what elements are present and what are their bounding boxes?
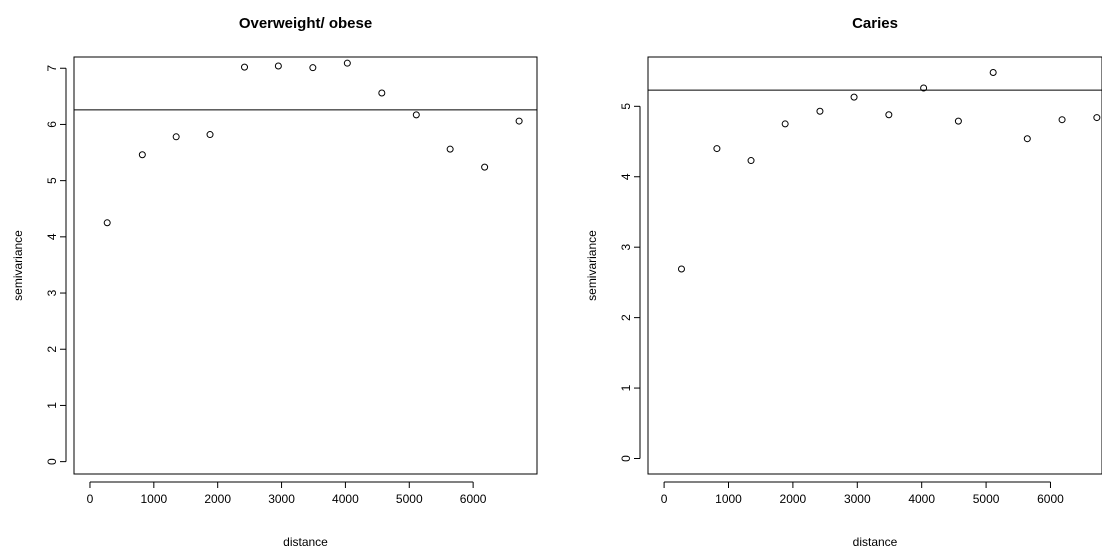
x-tick-label: 3000: [268, 492, 295, 506]
y-tick-label: 4: [619, 173, 633, 180]
data-point: [816, 107, 824, 115]
x-axis-label: distance: [853, 535, 898, 549]
y-tick-label: 1: [619, 384, 633, 391]
data-point: [1023, 135, 1031, 143]
data-point: [515, 117, 523, 125]
x-axis-label: distance: [283, 535, 328, 549]
data-point: [138, 151, 146, 159]
y-axis-label: semivariance: [585, 230, 599, 301]
data-point: [954, 117, 962, 125]
y-axis-label: semivariance: [11, 230, 25, 301]
chart-panel-2: Caries 0 1000 2000 3000 4000 5000 6000 distance 0…: [585, 15, 1102, 549]
plot-frame: [647, 56, 1102, 475]
y-tick-label: 2: [45, 346, 59, 353]
x-tick-label: 4000: [332, 492, 359, 506]
y-tick-label: 0: [45, 458, 59, 465]
data-point: [989, 68, 997, 76]
y-tick-label: 1: [45, 402, 59, 409]
x-tick-label: 1000: [140, 492, 167, 506]
y-tick-label: 4: [45, 233, 59, 240]
data-point: [309, 64, 317, 72]
y-tick-label: 3: [45, 289, 59, 296]
x-tick-label: 2000: [780, 492, 807, 506]
x-tick-label: 4000: [908, 492, 935, 506]
data-point: [343, 59, 351, 67]
data-point: [446, 145, 454, 153]
data-point: [1058, 116, 1066, 124]
data-point: [885, 111, 893, 119]
chart-title: Overweight/ obese: [239, 15, 372, 32]
x-tick-label: 6000: [1037, 492, 1064, 506]
y-tick-label: 2: [619, 314, 633, 321]
x-tick-label: 5000: [973, 492, 1000, 506]
data-point: [172, 133, 180, 141]
data-point: [850, 93, 858, 101]
data-point: [241, 63, 249, 71]
data-point: [920, 84, 928, 92]
x-tick-label: 5000: [396, 492, 423, 506]
chart-title: Caries: [852, 15, 898, 32]
y-tick-label: 5: [45, 177, 59, 184]
y-tick-label: 7: [45, 65, 59, 72]
x-tick-label: 6000: [460, 492, 487, 506]
x-tick-label: 3000: [844, 492, 871, 506]
data-point: [481, 163, 489, 171]
data-point: [677, 265, 685, 273]
data-point: [747, 157, 755, 165]
data-point: [378, 89, 386, 97]
y-tick-label: 5: [619, 103, 633, 110]
y-tick-label: 0: [619, 455, 633, 462]
data-point: [274, 62, 282, 70]
x-tick-label: 2000: [204, 492, 231, 506]
data-point: [781, 120, 789, 128]
data-point: [1093, 114, 1101, 122]
data-point: [412, 111, 420, 119]
y-tick-label: 3: [619, 244, 633, 251]
data-point: [103, 219, 111, 227]
x-tick-label: 0: [87, 492, 94, 506]
plot-frame: [73, 56, 538, 475]
x-tick-label: 1000: [715, 492, 742, 506]
data-point: [713, 145, 721, 153]
data-point: [206, 131, 214, 139]
y-tick-label: 6: [45, 121, 59, 128]
x-tick-label: 0: [661, 492, 668, 506]
